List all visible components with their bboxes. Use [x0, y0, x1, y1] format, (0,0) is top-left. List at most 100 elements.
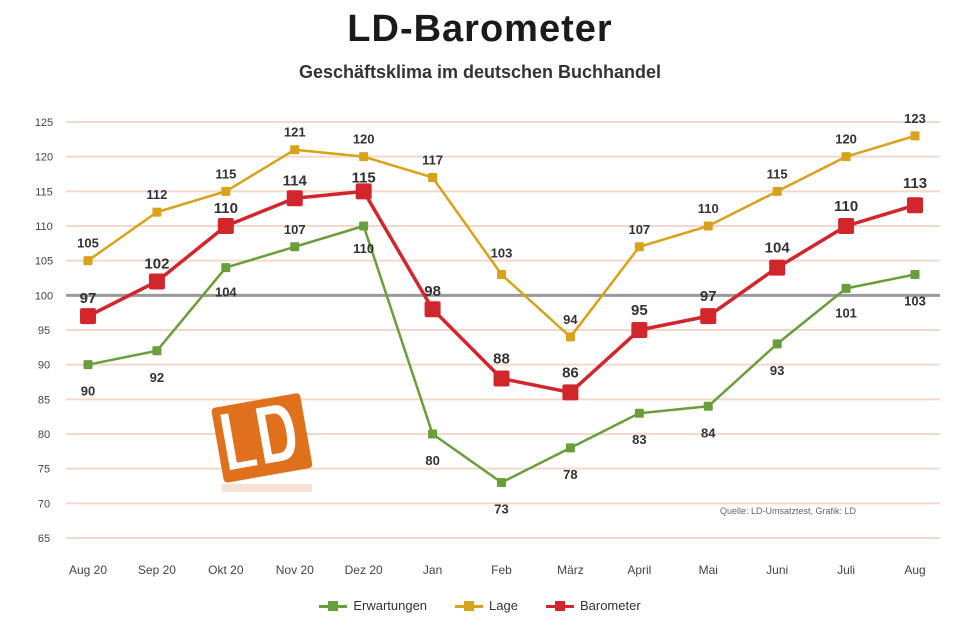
x-tick-label: April: [627, 563, 651, 577]
legend-label: Lage: [489, 598, 518, 613]
data-point: [703, 401, 713, 411]
data-point: [841, 152, 851, 162]
data-point: [910, 131, 920, 141]
data-label: 110: [353, 241, 374, 256]
data-point: [217, 218, 234, 234]
y-tick-label: 80: [38, 429, 50, 441]
data-point: [290, 242, 300, 252]
data-label: 110: [698, 201, 719, 216]
x-tick-label: Aug 20: [69, 563, 107, 577]
data-label: 102: [144, 255, 169, 272]
data-point: [700, 308, 717, 325]
series-lage: [83, 131, 920, 342]
data-label: 123: [904, 111, 926, 126]
data-point: [359, 152, 369, 162]
data-point: [355, 183, 372, 200]
x-tick-label: Sep 20: [138, 563, 176, 577]
data-point: [290, 145, 300, 155]
data-point: [428, 172, 438, 182]
data-point: [772, 339, 782, 349]
data-label: 95: [631, 302, 648, 319]
data-label: 115: [767, 166, 788, 181]
data-label: 90: [81, 384, 95, 399]
data-point: [910, 270, 920, 280]
data-label: 113: [903, 175, 927, 192]
data-label: 83: [632, 432, 646, 447]
data-label: 115: [352, 169, 376, 186]
y-tick-label: 95: [38, 325, 50, 337]
line-chart: 65 70 75 80 85 90 95 100 105 110 115 120 125 Aug 20 Se…: [35, 111, 940, 577]
data-label: 80: [425, 453, 439, 468]
y-tick-label: 125: [35, 117, 53, 129]
data-point: [772, 186, 782, 196]
data-label: 88: [493, 351, 510, 368]
series-layer: [80, 131, 923, 488]
data-label: 84: [701, 425, 716, 440]
data-point: [497, 270, 506, 280]
y-tick-label: 75: [38, 464, 50, 476]
data-point: [428, 429, 438, 439]
chart-title: LD-Barometer: [347, 8, 613, 50]
data-label: 98: [424, 283, 441, 300]
data-label: 120: [835, 132, 857, 147]
data-label: 92: [150, 370, 164, 385]
data-point: [152, 207, 162, 217]
data-point: [841, 283, 851, 293]
data-label: 103: [491, 246, 513, 261]
data-point: [838, 218, 855, 234]
legend-item-barometer: Barometer: [545, 598, 641, 613]
source-note: Quelle: LD-Umsatztest, Grafik: LD: [720, 506, 857, 516]
data-label: 86: [562, 364, 579, 381]
x-tick-label: Jan: [423, 563, 442, 577]
y-tick-label: 100: [35, 290, 53, 302]
y-tick-label: 90: [38, 360, 50, 372]
data-point: [634, 408, 644, 418]
data-label: 104: [765, 240, 791, 257]
chart-legend: Erwartungen Lage Barometer: [0, 598, 960, 615]
legend-item-lage: Lage: [455, 598, 518, 613]
series-barometer: [80, 183, 923, 401]
data-point: [359, 221, 369, 231]
x-tick-label: Aug: [904, 563, 925, 577]
data-point: [221, 186, 231, 196]
data-label: 110: [214, 200, 238, 217]
legend-label: Erwartungen: [353, 598, 428, 613]
data-label: 93: [770, 363, 784, 378]
data-point: [562, 384, 579, 401]
data-label: 73: [494, 502, 508, 517]
data-point: [565, 443, 575, 453]
legend-label: Barometer: [579, 598, 641, 613]
x-tick-label: Feb: [491, 563, 512, 577]
data-point: [703, 221, 713, 231]
legend-item-erwartungen: Erwartungen: [319, 598, 427, 613]
data-label: 103: [904, 294, 926, 309]
x-tick-label: Juni: [766, 563, 788, 577]
x-tick-label: Nov 20: [276, 563, 314, 577]
legend-swatch: [545, 600, 574, 612]
data-point: [769, 259, 786, 276]
data-point: [83, 360, 93, 370]
data-label: 101: [835, 305, 857, 320]
y-tick-label: 110: [35, 221, 53, 233]
data-point: [286, 190, 303, 207]
y-tick-label: 85: [38, 394, 50, 406]
data-label: 112: [146, 187, 167, 202]
data-label: 78: [563, 467, 577, 482]
axis-layer: 65 70 75 80 85 90 95 100 105 110 115 120 125 Aug 20 Se…: [35, 117, 926, 577]
x-tick-label: März: [557, 563, 584, 577]
y-tick-label: 105: [35, 256, 53, 268]
data-label: 104: [215, 285, 237, 300]
data-point: [221, 263, 231, 273]
data-label: 115: [215, 166, 236, 181]
x-tick-label: Mai: [699, 563, 718, 577]
legend-swatch: [319, 600, 348, 612]
data-label: 110: [834, 198, 858, 215]
x-tick-label: Juli: [837, 563, 855, 577]
series-erwartungen: [83, 221, 920, 488]
data-label: 117: [422, 152, 443, 167]
data-point: [907, 197, 923, 214]
data-label: 120: [353, 132, 375, 147]
data-point: [148, 273, 165, 290]
grid-layer: [66, 121, 940, 539]
data-point: [634, 242, 644, 252]
